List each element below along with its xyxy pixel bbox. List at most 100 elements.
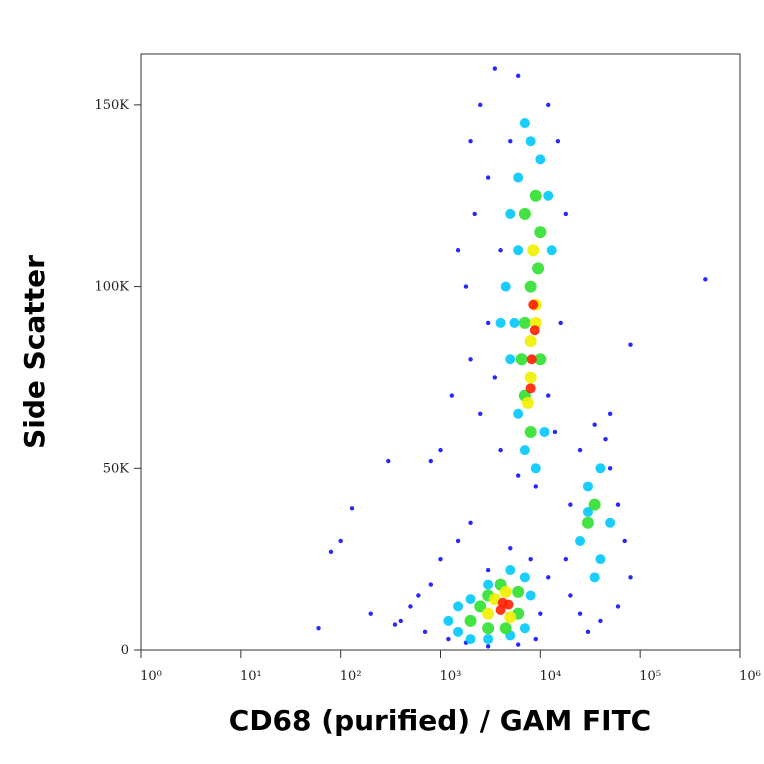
event-point bbox=[398, 618, 403, 624]
y-tick-label: 50K bbox=[103, 461, 130, 476]
event-point bbox=[521, 396, 534, 409]
event-point bbox=[589, 572, 600, 583]
event-point bbox=[515, 473, 521, 478]
event-point bbox=[555, 139, 561, 144]
event-point bbox=[527, 244, 540, 257]
event-point bbox=[577, 611, 583, 616]
event-point bbox=[499, 622, 512, 635]
event-point bbox=[468, 357, 473, 362]
event-point bbox=[518, 316, 531, 329]
event-point bbox=[492, 66, 498, 71]
event-point bbox=[455, 248, 461, 253]
event-point bbox=[528, 556, 533, 562]
event-point bbox=[543, 190, 554, 201]
event-point bbox=[504, 611, 517, 624]
x-tick-label: 10⁴ bbox=[539, 669, 561, 684]
event-point bbox=[577, 447, 583, 453]
event-point bbox=[368, 611, 373, 616]
event-point bbox=[598, 618, 603, 624]
event-point bbox=[498, 248, 503, 253]
event-point bbox=[482, 607, 495, 620]
event-point bbox=[446, 636, 451, 642]
event-point bbox=[628, 575, 633, 580]
event-point bbox=[438, 447, 443, 453]
event-point bbox=[568, 593, 573, 598]
event-point bbox=[499, 585, 512, 598]
event-point bbox=[581, 516, 594, 529]
event-point bbox=[533, 636, 538, 642]
x-tick-label: 10⁶ bbox=[739, 669, 761, 684]
event-point bbox=[622, 538, 627, 544]
event-point bbox=[558, 320, 563, 326]
event-point bbox=[513, 245, 524, 256]
event-point bbox=[443, 615, 454, 626]
event-point bbox=[485, 320, 491, 326]
event-point bbox=[392, 622, 398, 627]
event-point bbox=[603, 437, 608, 442]
event-point bbox=[528, 299, 539, 310]
event-point bbox=[428, 582, 434, 587]
event-point bbox=[703, 277, 708, 282]
event-point bbox=[498, 447, 503, 453]
event-point bbox=[552, 429, 558, 435]
event-point bbox=[483, 634, 494, 645]
event-point bbox=[524, 335, 537, 348]
event-point bbox=[535, 154, 546, 165]
event-point bbox=[515, 642, 521, 647]
x-tick-label: 10³ bbox=[440, 669, 462, 684]
event-point bbox=[605, 517, 616, 528]
event-point bbox=[505, 565, 516, 576]
event-point bbox=[546, 393, 551, 398]
event-point bbox=[485, 175, 491, 180]
event-point bbox=[588, 498, 601, 511]
event-point bbox=[582, 481, 593, 492]
event-point bbox=[503, 599, 514, 610]
points-layer bbox=[316, 66, 708, 649]
event-point bbox=[607, 466, 613, 471]
event-point bbox=[615, 604, 621, 609]
event-point bbox=[530, 463, 541, 474]
event-point bbox=[508, 546, 513, 551]
event-point bbox=[524, 280, 537, 293]
event-point bbox=[525, 383, 536, 394]
event-point bbox=[468, 520, 473, 526]
event-point bbox=[568, 502, 573, 507]
event-point bbox=[478, 411, 483, 416]
event-point bbox=[607, 411, 613, 416]
event-point bbox=[416, 593, 421, 598]
event-point bbox=[538, 611, 543, 616]
event-point bbox=[546, 102, 551, 108]
event-point bbox=[478, 102, 483, 108]
y-axis-title: Side Scatter bbox=[18, 255, 51, 449]
event-point bbox=[518, 207, 531, 220]
event-point bbox=[575, 535, 586, 546]
event-point bbox=[505, 208, 516, 219]
event-point bbox=[464, 614, 477, 627]
event-point bbox=[500, 281, 511, 292]
event-point bbox=[474, 600, 487, 613]
event-point bbox=[472, 211, 477, 217]
event-point bbox=[453, 601, 464, 612]
event-point bbox=[539, 426, 550, 437]
event-point bbox=[529, 189, 542, 202]
event-point bbox=[408, 604, 413, 609]
event-point bbox=[563, 211, 569, 217]
event-point bbox=[515, 73, 521, 79]
event-point bbox=[585, 629, 591, 635]
event-point bbox=[534, 226, 547, 239]
event-point bbox=[492, 375, 498, 380]
event-point bbox=[519, 623, 530, 634]
x-tick-label: 10¹ bbox=[240, 669, 262, 684]
event-point bbox=[349, 506, 355, 511]
event-point bbox=[468, 139, 473, 144]
event-point bbox=[505, 354, 516, 365]
event-point bbox=[483, 579, 494, 590]
event-point bbox=[525, 590, 536, 601]
event-point bbox=[628, 342, 633, 347]
event-point bbox=[524, 425, 537, 438]
event-point bbox=[316, 625, 321, 631]
event-point bbox=[455, 538, 461, 544]
event-point bbox=[453, 626, 464, 637]
event-point bbox=[519, 445, 530, 456]
